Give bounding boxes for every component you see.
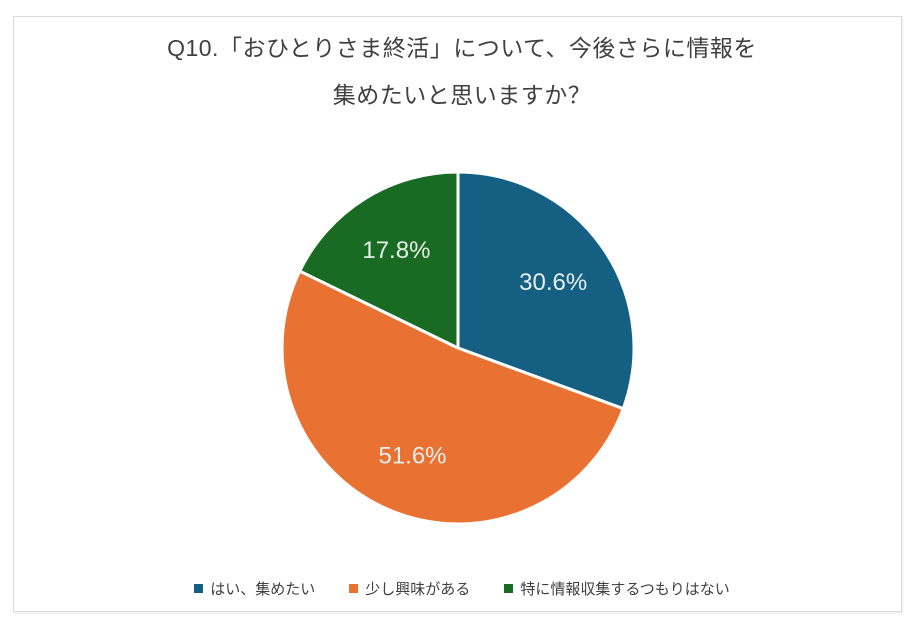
legend-label-1: 少し興味がある — [365, 581, 471, 598]
legend-label-2: 特に情報収集するつもりはない — [520, 581, 730, 598]
chart-title: Q10.「おひとりさま終活」について、今後さらに情報を 集めたいと思いますか？ — [0, 25, 924, 119]
pie-slice-0 — [456, 170, 636, 411]
legend-swatch-2 — [504, 584, 514, 593]
chart-title-line-2: 集めたいと思いますか？ — [332, 82, 592, 108]
data-label-0: 30.6% — [519, 269, 587, 296]
legend-swatch-1 — [349, 584, 359, 593]
legend-item-0: はい、集めたい — [194, 578, 315, 599]
chart-legend: はい、集めたい 少し興味がある 特に情報収集するつもりはない — [0, 578, 924, 599]
legend-label-0: はい、集めたい — [210, 581, 316, 598]
data-label-1: 51.6% — [378, 442, 446, 469]
chart-title-line-1: Q10.「おひとりさま終活」について、今後さらに情報を — [167, 35, 757, 61]
data-label-2: 17.8% — [362, 237, 430, 264]
legend-swatch-0 — [194, 584, 204, 593]
pie-slice-2 — [298, 170, 460, 350]
pie-slice-1 — [280, 269, 625, 526]
legend-item-1: 少し興味がある — [349, 578, 470, 599]
legend-item-2: 特に情報収集するつもりはない — [504, 578, 730, 599]
